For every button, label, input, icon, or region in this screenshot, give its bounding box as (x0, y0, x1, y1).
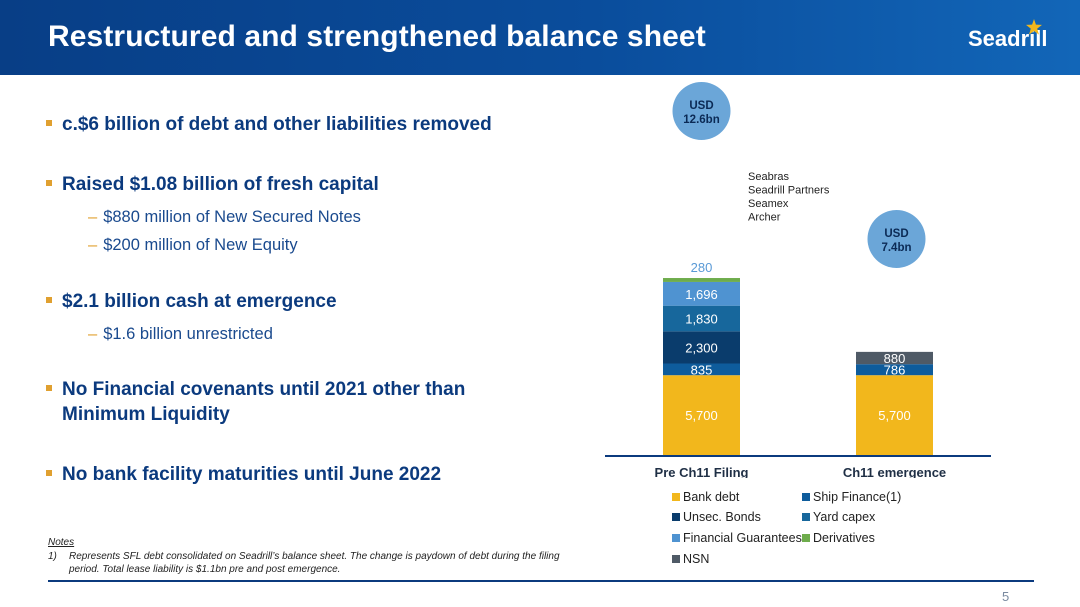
bar-segment-ship-finance-1- (856, 364, 933, 376)
legend-swatch (802, 534, 810, 542)
bar-segment-nsn (856, 351, 933, 365)
seadrill-logo: Seadrill (968, 19, 1058, 56)
bullet-marker (46, 180, 52, 186)
legend-label: Derivatives (813, 531, 875, 545)
data-label: 1,696 (685, 287, 718, 302)
legend-item: Ship Finance(1) (802, 490, 901, 504)
data-label: 2,300 (685, 340, 718, 355)
total-label-line2: 12.6bn (683, 114, 719, 126)
data-label: 5,700 (878, 408, 911, 423)
data-label: 786 (884, 363, 906, 378)
sub-bullet-text: $880 million of New Secured Notes (103, 208, 361, 226)
annotation-text: Seabras (748, 171, 789, 183)
data-label: 5,700 (685, 408, 718, 423)
bullet-text: Raised $1.08 billion of fresh capital (62, 174, 379, 195)
bar-segment-unsec-bonds (663, 331, 740, 364)
bullet-marker (46, 470, 52, 476)
note-item: 1) Represents SFL debt consolidated on S… (48, 550, 628, 577)
total-label-line2: 7.4bn (881, 242, 911, 254)
data-label: 835 (691, 362, 713, 377)
annotation-text: Archer (748, 212, 781, 224)
legend-item: Unsec. Bonds (672, 510, 761, 524)
legend-swatch (672, 555, 680, 563)
note-text-line: Represents SFL debt consolidated on Sead… (69, 550, 560, 562)
total-circle (672, 82, 731, 140)
bullet-text: No bank facility maturities until June 2… (62, 464, 442, 485)
total-label-line1: USD (689, 100, 713, 112)
bullet-marker (46, 120, 52, 126)
total-label-line1: USD (884, 228, 908, 240)
data-label: 280 (691, 260, 713, 275)
annotation-text: Seadrill Partners (748, 185, 830, 197)
data-label: 880 (884, 351, 906, 366)
sub-bullet-text: $1.6 billion unrestricted (103, 325, 273, 343)
category-label: Ch11 emergence (843, 465, 946, 478)
legend-item: Bank debt (672, 490, 739, 504)
notes-section: Notes 1) Represents SFL debt consolidate… (48, 536, 628, 577)
data-label: 1,830 (685, 312, 718, 327)
bullet-text: Minimum Liquidity (62, 404, 230, 425)
bar-segment-derivatives (663, 278, 740, 282)
notes-heading: Notes (48, 537, 75, 548)
legend-label: NSN (683, 552, 710, 566)
sub-bullet-text: $200 million of New Equity (103, 236, 298, 254)
page-title: Restructured and strengthened balance sh… (48, 20, 706, 53)
bullet-marker (46, 385, 52, 391)
sub-bullet: – $1.6 billion unrestricted (88, 325, 273, 343)
legend-label: Ship Finance(1) (813, 490, 902, 504)
bar-segment-yard-capex (663, 305, 740, 332)
bar-segment-bank-debt (663, 375, 740, 455)
sub-bullet: – $200 million of New Equity (88, 236, 298, 254)
legend-label: Yard capex (813, 510, 876, 524)
category-label: Pre Ch11 Filing (655, 465, 749, 478)
legend-label: Financial Guarantees (683, 531, 802, 545)
page-number: 5 (1002, 589, 1010, 604)
bullet-marker (46, 297, 52, 303)
legend-item: Derivatives (802, 531, 875, 545)
legend-swatch (802, 513, 810, 521)
bar-segment-bank-debt (856, 375, 933, 455)
bar-segment-financial-guarantees (663, 281, 740, 306)
legend-swatch (672, 493, 680, 501)
sub-bullet: – $880 million of New Secured Notes (88, 208, 361, 226)
header-bar: Restructured and strengthened balance sh… (0, 0, 1080, 75)
legend-label: Unsec. Bonds (683, 510, 761, 524)
star-icon (1026, 19, 1042, 35)
note-text-line: period. Total lease liability is $1.1bn … (69, 564, 341, 575)
legend-label: Bank debt (683, 490, 740, 504)
legend-swatch (802, 493, 810, 501)
legend-item: Yard capex (802, 510, 875, 524)
bar-segment-ship-finance-1- (663, 363, 740, 376)
bullet-text: $2.1 billion cash at emergence (62, 291, 337, 312)
note-number: 1) (48, 550, 57, 562)
legend-item: NSN (672, 552, 709, 566)
legend-item: Financial Guarantees (672, 531, 802, 545)
bullet-text: c.$6 billion of debt and other liabiliti… (62, 114, 492, 135)
bullet-text: No Financial covenants until 2021 other … (62, 379, 466, 400)
footer-divider (48, 580, 1034, 582)
legend-swatch (672, 534, 680, 542)
legend-swatch (672, 513, 680, 521)
annotation-text: Seamex (748, 198, 789, 210)
total-circle (867, 210, 926, 268)
